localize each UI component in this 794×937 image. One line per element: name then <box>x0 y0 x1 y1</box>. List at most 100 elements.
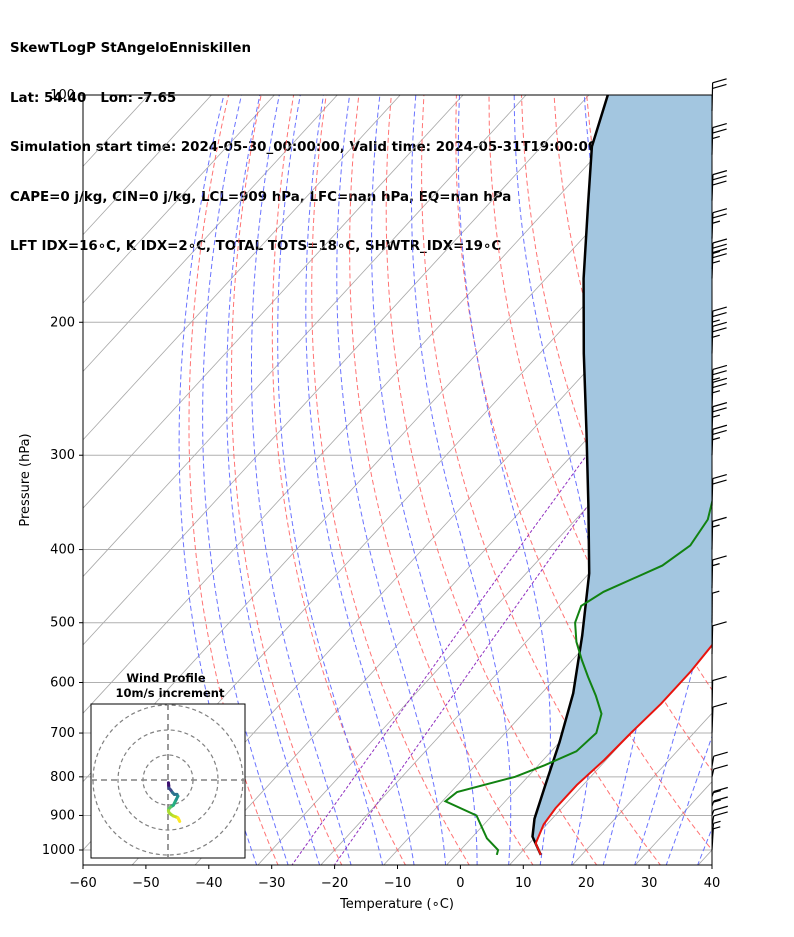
isotherm <box>194 302 712 865</box>
wind-barb-flag <box>712 247 728 254</box>
isotherm <box>83 95 275 304</box>
x-tick-label: −20 <box>321 876 348 891</box>
chart-title: SkewTLogP StAngeloEnniskillen <box>10 41 252 56</box>
y-tick-label: 100 <box>50 88 75 103</box>
wind-barb-flag <box>712 180 727 186</box>
wind-barb <box>711 424 728 456</box>
wind-barb-half-flag <box>713 789 721 794</box>
x-tick-label: −40 <box>195 876 222 891</box>
wind-barb-flag <box>712 208 728 214</box>
wind-barb <box>711 811 728 827</box>
wind-barb <box>711 170 728 201</box>
dry-adiabat <box>188 95 279 865</box>
dry-adiabat <box>349 95 534 865</box>
x-tick-label: −10 <box>384 876 411 891</box>
simulation-time-line: Simulation start time: 2024-05-30_00:00:… <box>10 140 621 155</box>
x-tick-label: 0 <box>456 876 464 891</box>
y-tick-label: 700 <box>50 726 75 741</box>
y-tick-label: 800 <box>50 770 75 785</box>
wind-barb-flag <box>712 516 727 522</box>
wind-barb-half-flag <box>712 377 721 381</box>
wind-barb-flag <box>712 702 728 708</box>
dry-adiabat <box>782 95 794 866</box>
wind-barb-flag <box>712 382 727 389</box>
wind-barb-flag <box>712 474 727 480</box>
wind-barb <box>711 208 728 239</box>
wind-barb-half-flag <box>712 563 720 567</box>
isotherm <box>83 95 653 714</box>
wind-barb-flag <box>713 764 728 770</box>
wind-barb-flag <box>712 123 727 129</box>
wind-barb-flag <box>712 424 728 430</box>
wind-barbs <box>711 78 728 851</box>
x-tick-label: 30 <box>641 876 658 891</box>
wind-barb-half-flag <box>712 390 721 394</box>
wind-barb <box>711 555 727 589</box>
hodograph-segment <box>177 818 182 823</box>
isotherm <box>257 370 712 865</box>
wind-barb-flag <box>712 555 727 561</box>
wind-barb-flag <box>712 213 727 219</box>
sounding-traces <box>443 95 712 856</box>
y-axis: 1000 900 800 700 600 500 400 300 200 100 <box>42 88 83 858</box>
isotherm <box>383 507 712 865</box>
wind-barb-flag <box>712 675 727 682</box>
wind-barb <box>711 321 727 354</box>
x-tick-label: −30 <box>258 876 285 891</box>
dry-adiabat <box>385 95 598 865</box>
moist-adiabat <box>513 95 599 865</box>
wind-barb-flag <box>712 407 727 413</box>
y-tick-label: 900 <box>50 808 75 823</box>
temperature-line <box>534 643 712 856</box>
wind-barb-flag <box>712 83 727 90</box>
wind-barb-flag <box>712 170 728 176</box>
wind-barb <box>711 123 727 155</box>
wind-barb <box>711 621 727 654</box>
wind-barb-flag <box>713 796 728 802</box>
moist-adiabat <box>226 95 321 865</box>
moist-adiabat <box>251 95 352 865</box>
x-tick-label: 10 <box>515 876 532 891</box>
wind-barb-flag <box>712 306 727 312</box>
moist-adiabat <box>336 95 447 865</box>
moist-adiabat <box>305 95 415 865</box>
dry-adiabat <box>421 95 662 865</box>
wind-barb <box>711 402 728 433</box>
moist-adiabat <box>371 95 478 865</box>
y-tick-label: 1000 <box>42 843 75 858</box>
wind-barb <box>711 796 728 807</box>
y-tick-label: 300 <box>50 448 75 463</box>
dry-adiabat <box>455 95 712 851</box>
wind-barb <box>711 590 720 623</box>
moist-adiabat <box>634 95 712 865</box>
wind-barb-flag <box>712 370 727 376</box>
wind-barb-half-flag <box>713 820 721 824</box>
wind-barb-flag <box>712 479 727 485</box>
wind-barb-flag <box>712 321 727 327</box>
wind-barb-flag <box>712 78 727 84</box>
wind-barb-flag <box>713 805 728 811</box>
wind-barb-half-flag <box>712 319 720 323</box>
wind-barb-half-flag <box>712 260 721 264</box>
moist-adiabat <box>665 735 712 865</box>
isotherm <box>83 95 401 441</box>
isotherm <box>83 95 527 578</box>
mixing-ratio-line <box>333 332 712 865</box>
wind-barb-flag <box>712 327 727 333</box>
wind-barb-half-flag <box>712 250 721 254</box>
x-tick-label: 20 <box>578 876 595 891</box>
wind-barb-flag <box>713 811 728 817</box>
wind-barb-flag <box>712 128 727 134</box>
dry-adiabat <box>311 95 470 865</box>
dry-adiabat <box>271 95 407 865</box>
wind-barb-half-flag <box>712 135 720 140</box>
wind-barb-flag <box>712 377 728 383</box>
dry-adiabat <box>717 95 794 866</box>
wind-barb-flag <box>713 751 728 757</box>
moist-adiabat <box>202 95 289 865</box>
wind-barb <box>711 78 727 112</box>
wind-barb-half-flag <box>712 524 720 528</box>
parcel-profile-line <box>531 95 609 856</box>
wind-barb-half-flag <box>712 220 721 224</box>
isotherm <box>571 712 712 865</box>
